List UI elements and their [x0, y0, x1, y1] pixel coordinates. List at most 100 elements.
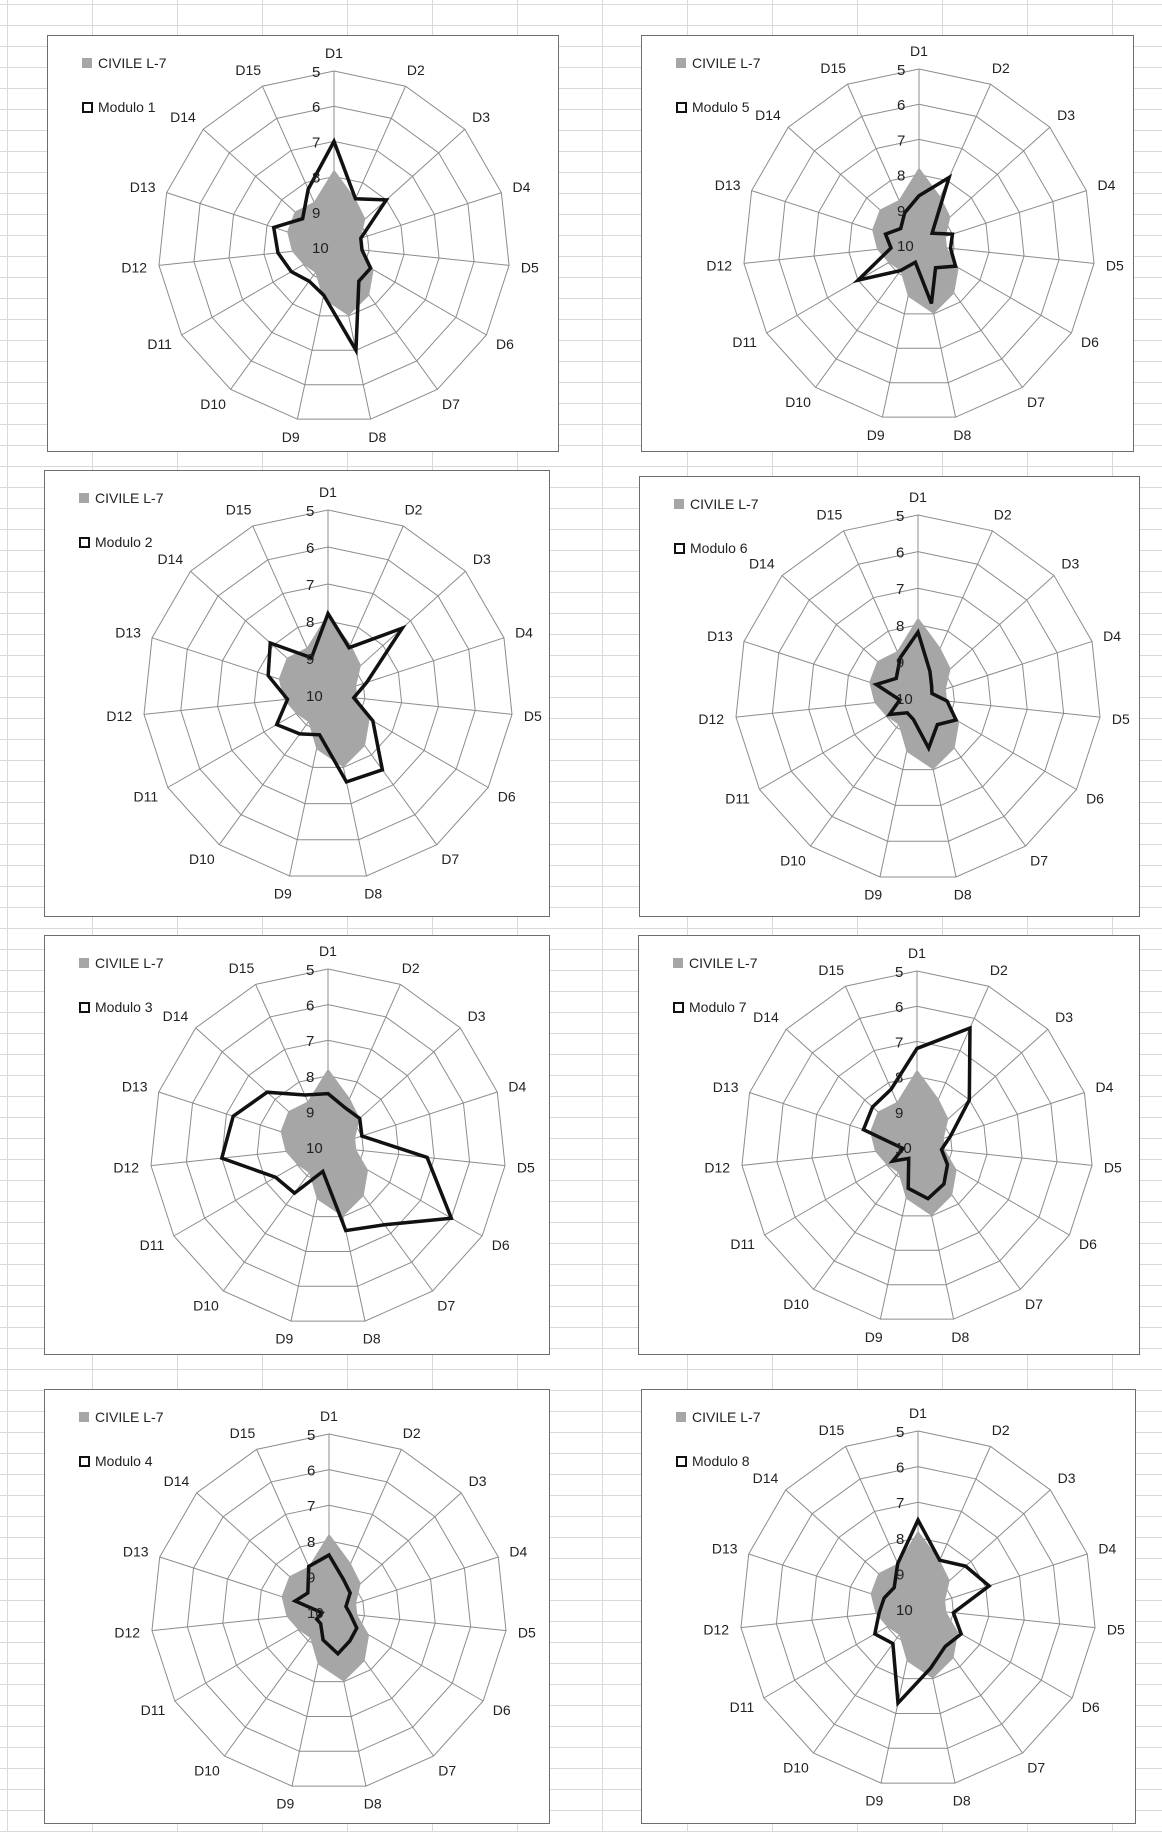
chart-legend: CIVILE L-7 Modulo 4 — [79, 1406, 163, 1494]
category-label: D1 — [325, 45, 343, 61]
category-label: D8 — [953, 427, 971, 443]
legend-area-swatch — [79, 958, 89, 968]
grid-ring — [735, 514, 1101, 878]
category-label: D13 — [707, 628, 733, 644]
tick-label: 5 — [896, 508, 904, 525]
category-label: D3 — [1061, 556, 1079, 572]
category-label: D5 — [521, 259, 539, 275]
series-line — [872, 628, 959, 753]
tick-label: 8 — [307, 1534, 315, 1551]
category-label: D11 — [134, 789, 159, 805]
tick-label: 6 — [312, 99, 320, 116]
category-label: D7 — [1025, 1296, 1043, 1312]
grid-ring — [217, 583, 439, 805]
tick-label: 10 — [312, 240, 329, 257]
category-label: D11 — [730, 1699, 755, 1715]
category-label: D12 — [703, 1621, 729, 1637]
series-line — [872, 1516, 992, 1708]
grid-spoke — [917, 1608, 1096, 1629]
tick-label: 8 — [897, 168, 905, 185]
category-label: D10 — [193, 1298, 219, 1314]
legend-label: Modulo 7 — [689, 999, 747, 1015]
radar-chart: 5 6 7 8 9 10 D1 D2 D3 D4 D5 D6 D7 D8 D9 D10 D11 D12 D13 D14… — [704, 945, 1122, 1345]
tick-label: 8 — [896, 1531, 904, 1548]
legend-label: CIVILE L-7 — [95, 955, 164, 971]
category-label: D13 — [715, 177, 741, 193]
legend-item: Modulo 7 — [673, 996, 757, 1018]
legend-label: CIVILE L-7 — [692, 1409, 761, 1425]
tick-label: 9 — [895, 1105, 903, 1122]
category-label: D7 — [441, 851, 459, 867]
category-label: D1 — [909, 1405, 927, 1421]
grid-ring — [143, 509, 513, 877]
category-label: D11 — [730, 1236, 755, 1252]
category-label: D11 — [141, 1702, 166, 1718]
grid-spoke — [916, 1146, 1093, 1166]
category-label: D15 — [235, 62, 261, 78]
tick-label: 5 — [306, 962, 314, 979]
category-label: D1 — [910, 43, 928, 59]
grid-ring — [778, 103, 1060, 384]
category-label: D12 — [704, 1159, 730, 1175]
radar-chart: 5 6 7 8 9 10 D1 D2 D3 D4 D5 D6 D7 D8 D9 D10 D11 D12 D13 D14… — [106, 484, 542, 902]
category-label: D12 — [113, 1159, 139, 1175]
category-label: D1 — [909, 489, 927, 505]
tick-label: 10 — [306, 688, 323, 705]
category-label: D2 — [407, 62, 425, 78]
grid-ring — [811, 1040, 1023, 1251]
grid-ring — [743, 68, 1095, 418]
category-label: D10 — [189, 851, 215, 867]
legend-line-swatch — [79, 1455, 90, 1467]
category-label: D6 — [493, 1702, 511, 1718]
category-label: D4 — [1103, 628, 1121, 644]
legend-item: CIVILE L-7 — [79, 1406, 163, 1428]
legend-label: CIVILE L-7 — [690, 496, 759, 512]
tick-label: 5 — [306, 503, 314, 520]
tick-label: 6 — [306, 998, 314, 1015]
legend-label: Modulo 3 — [95, 999, 153, 1015]
series-line — [291, 1552, 359, 1657]
category-label: D8 — [363, 1331, 381, 1347]
category-label: D1 — [908, 945, 926, 961]
category-label: D14 — [753, 1009, 779, 1025]
tick-label: 5 — [312, 64, 320, 81]
tick-label: 5 — [897, 62, 905, 79]
legend-line-swatch — [79, 1001, 90, 1013]
category-label: D13 — [122, 1078, 148, 1094]
tick-label: 8 — [312, 170, 320, 187]
grid-ring — [193, 105, 475, 386]
category-label: D9 — [275, 1331, 293, 1347]
category-label: D9 — [865, 1329, 883, 1345]
grid-ring — [811, 1501, 1025, 1714]
category-label: D13 — [713, 1079, 739, 1095]
category-label: D2 — [403, 1425, 421, 1441]
category-label: D13 — [130, 179, 156, 195]
category-label: D6 — [1086, 791, 1104, 807]
category-label: D2 — [992, 60, 1010, 76]
category-label: D8 — [954, 887, 972, 903]
category-label: D14 — [164, 1473, 190, 1489]
series-area — [870, 1069, 957, 1216]
category-label: D13 — [123, 1543, 149, 1559]
grid-ring — [151, 1433, 507, 1787]
legend-label: Modulo 1 — [98, 99, 156, 115]
radar-chart: 5 6 7 8 9 10 D1 D2 D3 D4 D5 D6 D7 D8 D9 D10 D11 D12 D13 D14… — [703, 1405, 1125, 1809]
tick-label: 7 — [307, 1498, 315, 1515]
category-label: D2 — [990, 962, 1008, 978]
series-line — [219, 1090, 454, 1233]
radar-chart: 5 6 7 8 9 10 D1 D2 D3 D4 D5 D6 D7 D8 D9 D10 D11 D12 D13 D14… — [114, 1408, 536, 1812]
chart-legend: CIVILE L-7 Modulo 3 — [79, 952, 163, 1040]
legend-label: Modulo 4 — [95, 1453, 153, 1469]
radar-chart-panel: CIVILE L-7 Modulo 1 5 6 7 8 9 10 D1 D2 D3 D4 D5 D6 D… — [47, 35, 559, 452]
grid-spoke — [327, 694, 513, 715]
legend-label: Modulo 2 — [95, 534, 153, 550]
category-label: D4 — [1098, 1540, 1116, 1556]
legend-item: Modulo 8 — [676, 1450, 760, 1472]
tick-label: 5 — [895, 964, 903, 981]
category-label: D5 — [1106, 257, 1124, 273]
category-label: D14 — [157, 551, 183, 567]
category-label: D12 — [114, 1624, 140, 1640]
tick-label: 8 — [306, 1069, 314, 1086]
category-label: D3 — [468, 1008, 486, 1024]
tick-label: 7 — [896, 1495, 904, 1512]
